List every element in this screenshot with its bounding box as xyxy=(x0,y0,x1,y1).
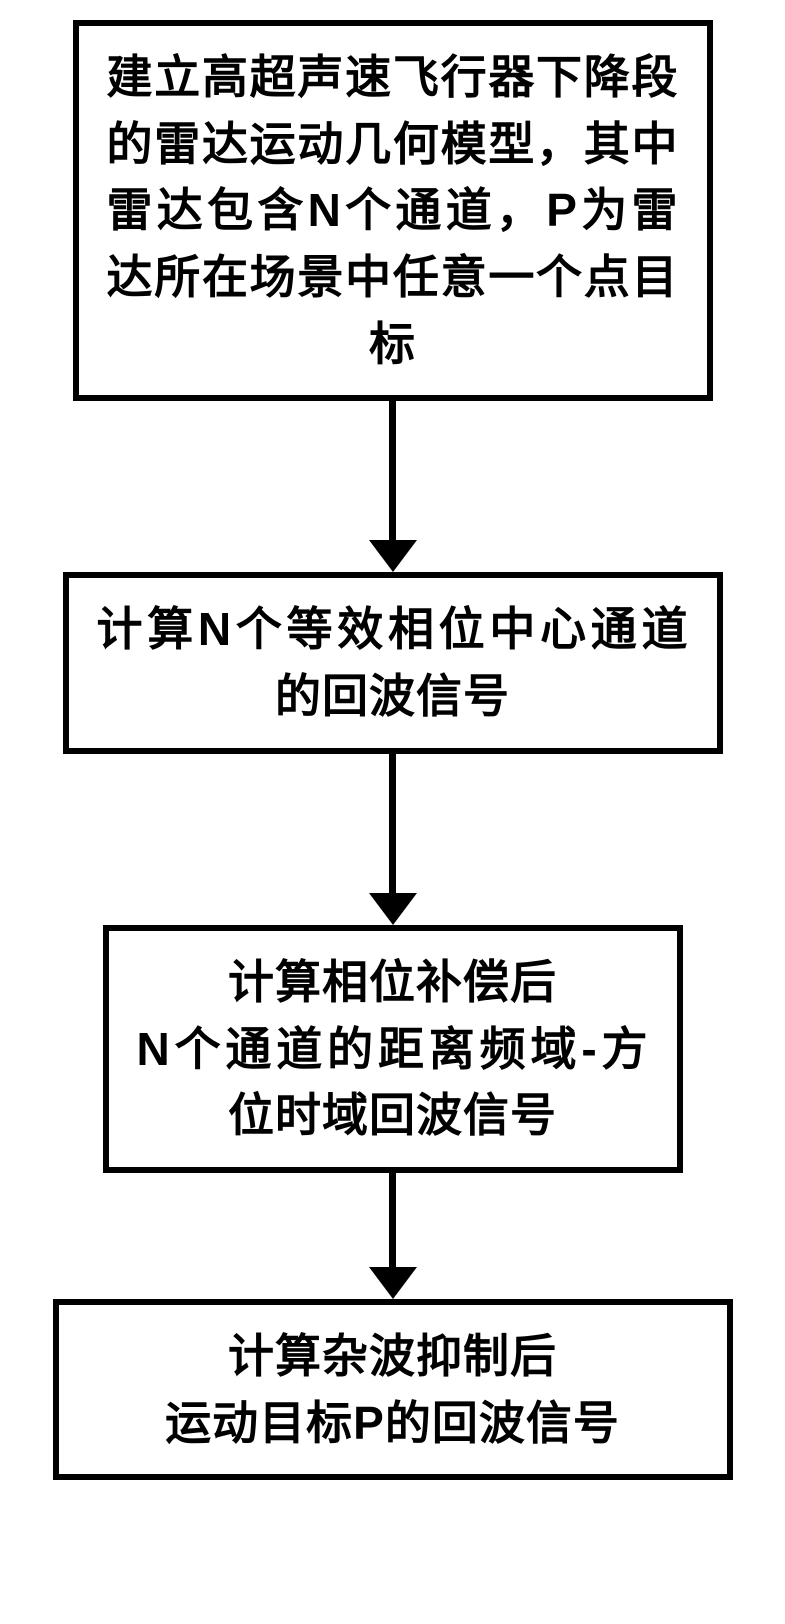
node-text-line: 计算N个等效相位中心通道的回波信号 xyxy=(97,603,689,722)
arrow-line xyxy=(389,754,396,894)
node-text-line: 建立高超声速飞行器下降段的雷达运动几何模型，其中雷达包含N个通道，P为雷达所在场… xyxy=(107,51,679,370)
arrow-head-icon xyxy=(369,1267,417,1299)
flowchart-node-1: 建立高超声速飞行器下降段的雷达运动几何模型，其中雷达包含N个通道，P为雷达所在场… xyxy=(73,20,713,401)
arrow-head-icon xyxy=(369,540,417,572)
node-text-line: 计算相位补偿后 xyxy=(228,956,557,1008)
arrow-2 xyxy=(369,754,417,925)
flowchart-container: 建立高超声速飞行器下降段的雷达运动几何模型，其中雷达包含N个通道，P为雷达所在场… xyxy=(20,20,765,1480)
arrow-line xyxy=(389,1173,396,1268)
arrow-3 xyxy=(369,1173,417,1299)
arrow-head-icon xyxy=(369,893,417,925)
node-text-line: N个通道的距离频域-方位时域回波信号 xyxy=(137,1023,649,1142)
arrow-1 xyxy=(369,401,417,572)
flowchart-node-4: 计算杂波抑制后运动目标P的回波信号 xyxy=(53,1299,733,1480)
arrow-line xyxy=(389,401,396,541)
flowchart-node-3: 计算相位补偿后 N个通道的距离频域-方位时域回波信号 xyxy=(103,925,683,1173)
flowchart-node-2: 计算N个等效相位中心通道的回波信号 xyxy=(63,572,723,753)
node-text-line: 计算杂波抑制后 xyxy=(228,1330,557,1382)
node-text-line: 运动目标P的回波信号 xyxy=(165,1397,620,1449)
